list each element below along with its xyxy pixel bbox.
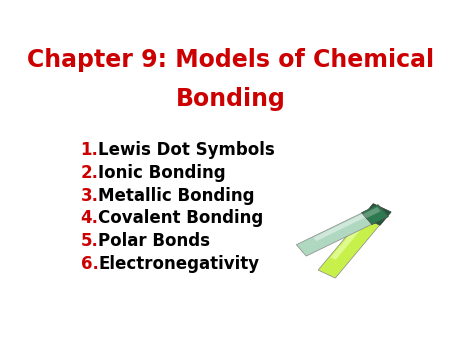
Text: 6.: 6. (81, 255, 99, 273)
Text: Metallic Bonding: Metallic Bonding (98, 187, 255, 204)
Polygon shape (314, 210, 374, 241)
Polygon shape (362, 204, 391, 225)
Polygon shape (318, 204, 391, 278)
Text: Covalent Bonding: Covalent Bonding (98, 210, 263, 227)
Text: Bonding: Bonding (176, 88, 286, 112)
Text: Ionic Bonding: Ionic Bonding (98, 164, 226, 182)
Text: Polar Bonds: Polar Bonds (98, 232, 210, 250)
Text: Chapter 9: Models of Chemical: Chapter 9: Models of Chemical (27, 48, 434, 72)
Text: 1.: 1. (81, 141, 99, 159)
Text: Lewis Dot Symbols: Lewis Dot Symbols (98, 141, 275, 159)
Polygon shape (362, 205, 388, 225)
Text: 5.: 5. (81, 232, 99, 250)
Text: 2.: 2. (81, 164, 99, 182)
Polygon shape (364, 206, 380, 221)
Polygon shape (297, 205, 388, 256)
Polygon shape (363, 207, 381, 218)
Text: 3.: 3. (81, 187, 99, 204)
Text: Electronegativity: Electronegativity (98, 255, 259, 273)
Text: 4.: 4. (81, 210, 99, 227)
Polygon shape (330, 211, 374, 260)
